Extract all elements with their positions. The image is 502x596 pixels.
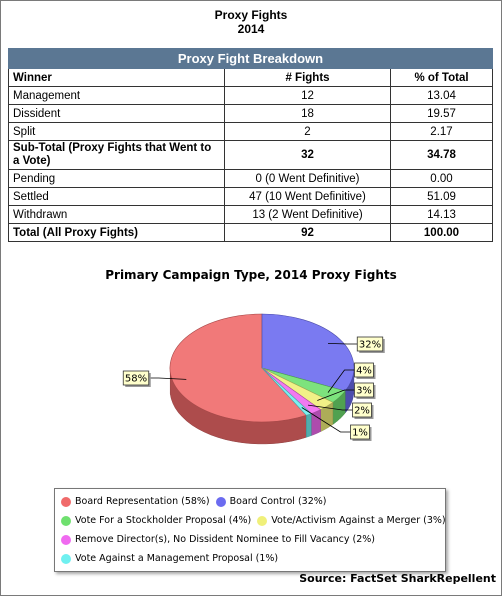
page-year: 2014 <box>237 22 265 36</box>
legend-item: Vote For a Stockholder Proposal (4%) <box>61 515 251 526</box>
pie-top <box>169 313 355 423</box>
cell-fights: 0 (0 Went Definitive) <box>224 169 391 188</box>
slice-label-remove-director-s-no-dissident-nominee-to-fill-vacancy: 2% <box>354 406 370 417</box>
pie-slice-board-control <box>261 313 355 392</box>
legend-label: Vote/Activism Against a Merger (3%) <box>271 515 446 526</box>
callout-line-board-control <box>327 343 358 345</box>
legend-label: Vote Against a Management Proposal (1%) <box>75 553 279 564</box>
table-body: Management 12 13.04 Dissident 18 19.57 Split 2 2… <box>8 86 493 242</box>
slice-label-board-representation: 58% <box>125 374 147 385</box>
cell-winner: Sub-Total (Proxy Fights that Went to a V… <box>8 140 225 170</box>
table-row: Settled 47 (10 Went Definitive) 51.09 <box>8 187 493 206</box>
callout-line-vote-against-a-management-proposal <box>301 407 351 433</box>
header-fights: # Fights <box>224 68 391 87</box>
cell-fights: 47 (10 Went Definitive) <box>224 187 391 206</box>
cell-fights: 13 (2 Went Definitive) <box>224 205 391 224</box>
page-title: Proxy Fights <box>214 8 288 22</box>
cell-pct: 2.17 <box>390 122 493 141</box>
table-banner-row: Proxy Fight Breakdown <box>8 48 493 69</box>
legend-item: Board Control (32%) <box>215 496 327 507</box>
legend-item: Vote/Activism Against a Merger (3%) <box>257 515 446 526</box>
legend-swatch-stockholder-proposal <box>61 515 71 526</box>
legend-row: Vote For a Stockholder Proposal (4%) Vot… <box>61 511 446 530</box>
callout-box-vote-against-a-management-proposal <box>350 424 370 440</box>
slice-label-vote-for-a-stockholder-proposal: 4% <box>356 366 372 377</box>
table-row: Sub-Total (Proxy Fights that Went to a V… <box>8 140 493 170</box>
table-row: Total (All Proxy Fights) 92 100.00 <box>8 223 493 242</box>
proxy-fight-breakdown-table: Proxy Fight Breakdown Winner # Fights % … <box>8 48 493 242</box>
legend-swatch-remove-directors <box>61 534 71 545</box>
table-header-row: Winner # Fights % of Total <box>8 68 493 87</box>
legend-swatch-management-proposal <box>61 553 71 564</box>
pie-labels: 58% 32% 4% 3% 2% 1% <box>122 336 385 441</box>
cell-pct: 100.00 <box>390 223 493 242</box>
callout-box-remove-director-s-no-dissident-nominee-to-fill-vacancy <box>352 402 372 418</box>
legend-label: Board Representation (58%) <box>75 496 210 507</box>
callout-box-vote-for-a-stockholder-proposal <box>354 362 374 378</box>
pie-side-vote-against-a-management-proposal <box>306 413 312 438</box>
legend-label: Vote For a Stockholder Proposal (4%) <box>75 515 252 526</box>
table-row: Management 12 13.04 <box>8 86 493 105</box>
table-row: Withdrawn 13 (2 Went Definitive) 14.13 <box>8 205 493 224</box>
legend-row: Board Representation (58%) Board Control… <box>61 492 439 511</box>
callout-box-vote-activism-against-a-merger <box>354 382 374 398</box>
callout-box-board-control <box>356 336 384 352</box>
slice-label-vote-against-a-management-proposal: 1% <box>352 428 368 439</box>
cell-winner: Management <box>8 86 225 105</box>
cell-fights: 92 <box>224 223 391 242</box>
table-row: Split 2 2.17 <box>8 122 493 141</box>
legend-item: Vote Against a Management Proposal (1%) <box>61 553 278 564</box>
legend-swatch-board-control <box>215 496 226 507</box>
cell-fights: 18 <box>224 104 391 123</box>
table-banner: Proxy Fight Breakdown <box>8 48 493 69</box>
table-row: Pending 0 (0 Went Definitive) 0.00 <box>8 169 493 188</box>
legend-item: Board Representation (58%) <box>61 496 210 507</box>
callout-line-vote-activism-against-a-merger <box>317 389 355 401</box>
cell-fights: 2 <box>224 122 391 141</box>
table-row: Dissident 18 19.57 <box>8 104 493 123</box>
callout-line-vote-for-a-stockholder-proposal <box>327 369 355 393</box>
pie-slice-board-representation <box>169 313 307 423</box>
cell-fights: 32 <box>224 140 391 170</box>
callout-line-board-representation <box>148 377 187 380</box>
legend-label: Board Control (32%) <box>229 496 327 507</box>
callout-line-remove-director-s-no-dissident-nominee-to-fill-vacancy <box>307 404 353 411</box>
cell-winner: Dissident <box>8 104 225 123</box>
cell-winner: Withdrawn <box>8 205 225 224</box>
legend-swatch-against-merger <box>257 515 268 526</box>
slice-label-board-control: 32% <box>359 340 381 351</box>
header-winner: Winner <box>8 68 225 87</box>
cell-pct: 34.78 <box>390 140 493 170</box>
cell-pct: 13.04 <box>390 86 493 105</box>
cell-winner: Pending <box>8 169 225 188</box>
cell-pct: 51.09 <box>390 187 493 206</box>
legend-label: Remove Director(s), No Dissident Nominee… <box>75 534 376 545</box>
legend-row: Remove Director(s), No Dissident Nominee… <box>61 530 439 549</box>
cell-winner: Total (All Proxy Fights) <box>8 223 225 242</box>
legend-row: Vote Against a Management Proposal (1%) <box>61 549 439 568</box>
source-note: Source: FactSet SharkRepellent <box>299 572 496 585</box>
cell-winner: Settled <box>8 187 225 206</box>
pie-chart: 58% 32% 4% 3% 2% 1% <box>122 313 385 445</box>
cell-pct: 14.13 <box>390 205 493 224</box>
cell-pct: 0.00 <box>390 169 493 188</box>
header-pct: % of Total <box>390 68 493 87</box>
callout-box-board-representation <box>122 370 150 386</box>
legend-item: Remove Director(s), No Dissident Nominee… <box>61 534 375 545</box>
legend-swatch-board-representation <box>61 496 71 507</box>
chart-legend: Board Representation (58%) Board Control… <box>54 488 446 572</box>
cell-fights: 12 <box>224 86 391 105</box>
cell-winner: Split <box>8 122 225 141</box>
pie-side-remove-director-s-no-dissident-nominee-to-fill-vacancy <box>311 409 321 437</box>
cell-pct: 19.57 <box>390 104 493 123</box>
slice-label-vote-activism-against-a-merger: 3% <box>356 386 372 397</box>
chart-title: Primary Campaign Type, 2014 Proxy Fights <box>105 268 397 282</box>
